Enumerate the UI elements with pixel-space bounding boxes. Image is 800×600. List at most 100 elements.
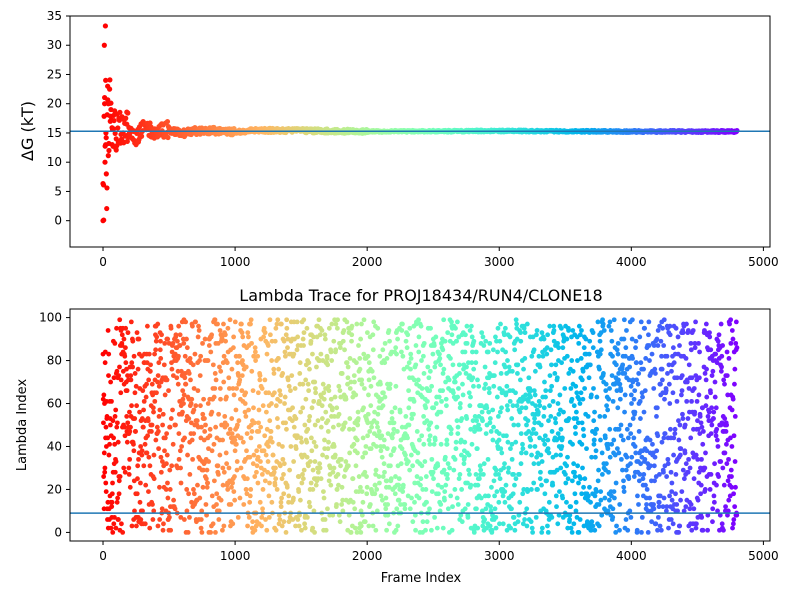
lambda-point <box>512 347 518 353</box>
lambda-point <box>328 465 333 471</box>
lambda-point <box>520 441 525 447</box>
lambda-point <box>557 489 562 494</box>
lambda-point <box>290 517 296 522</box>
lambda-point <box>558 426 564 432</box>
lambda-point <box>255 353 261 359</box>
lambda-point <box>587 362 593 368</box>
lambda-point <box>416 349 422 355</box>
lambda-point <box>399 446 405 452</box>
lambda-point <box>354 437 360 443</box>
lambda-point <box>286 493 292 499</box>
lambda-point <box>553 493 559 499</box>
lambda-point <box>296 489 302 494</box>
lambda-point <box>140 388 146 394</box>
lambda-point <box>547 388 553 394</box>
lambda-point <box>266 493 272 499</box>
lambda-point <box>521 396 527 402</box>
lambda-point <box>445 461 451 467</box>
lambda-point <box>352 506 358 512</box>
delta-g-point <box>100 182 107 188</box>
lambda-point <box>624 328 629 333</box>
lambda-point <box>382 340 388 346</box>
lambda-point <box>112 441 118 447</box>
lambda-point <box>724 441 729 447</box>
lambda-point <box>416 437 422 443</box>
lambda-point <box>637 472 643 477</box>
lambda-point <box>119 332 125 338</box>
lambda-point <box>229 416 235 421</box>
lambda-point <box>651 463 657 469</box>
lambda-point <box>580 396 586 402</box>
lambda-point <box>509 368 515 374</box>
lambda-point <box>158 356 164 361</box>
lambda-point <box>613 530 619 535</box>
lambda-point <box>244 431 250 436</box>
delta-g-point <box>111 117 117 124</box>
lambda-point <box>512 527 518 533</box>
lambda-point <box>576 480 581 486</box>
lambda-point <box>175 368 181 374</box>
lambda-point <box>272 338 278 344</box>
lambda-point <box>232 319 238 325</box>
lambda-point <box>491 383 497 389</box>
lambda-point <box>373 527 379 533</box>
lambda-point <box>546 450 552 456</box>
lambda-point <box>589 519 595 525</box>
lambda-point <box>176 323 182 329</box>
lambda-point <box>659 353 664 359</box>
lambda-point <box>440 371 446 376</box>
lambda-point <box>582 386 588 391</box>
lambda-point <box>103 480 109 486</box>
lambda-point <box>308 480 314 486</box>
lambda-point <box>652 454 658 460</box>
lambda-point <box>703 403 709 409</box>
lambda-point <box>554 375 560 381</box>
lambda-point <box>687 506 693 512</box>
lambda-point <box>698 420 704 426</box>
lambda-point <box>317 465 323 471</box>
lambda-point <box>681 476 687 482</box>
lambda-point <box>281 491 287 497</box>
lambda-point <box>626 476 632 482</box>
lambda-point <box>326 325 332 331</box>
lambda-point <box>448 493 454 499</box>
lambda-point <box>344 319 350 325</box>
lambda-point <box>322 437 327 443</box>
y-tick-label: 0 <box>54 525 62 539</box>
lambda-point <box>241 502 247 507</box>
lambda-point <box>402 502 408 507</box>
lambda-point <box>625 527 631 533</box>
lambda-point <box>124 414 130 419</box>
lambda-point <box>393 474 398 479</box>
lambda-point <box>705 512 711 518</box>
lambda-point <box>304 325 310 331</box>
lambda-point <box>319 328 325 333</box>
lambda-point <box>204 484 210 490</box>
lambda-point <box>331 465 337 471</box>
lambda-point <box>502 499 508 505</box>
lambda-point <box>702 371 708 376</box>
lambda-point <box>304 514 310 520</box>
lambda-point <box>339 371 345 376</box>
lambda-point <box>299 527 304 533</box>
lambda-point <box>227 426 233 432</box>
lambda-point <box>317 461 323 467</box>
bottom-y-axis-label: Lambda Index <box>15 379 30 472</box>
lambda-point <box>691 386 697 391</box>
lambda-point <box>667 323 673 329</box>
lambda-point <box>544 478 549 484</box>
lambda-point <box>117 317 123 323</box>
lambda-point <box>518 461 524 467</box>
lambda-point <box>350 499 356 505</box>
lambda-point <box>496 437 502 443</box>
lambda-point <box>533 403 538 409</box>
delta-g-point <box>107 86 113 92</box>
lambda-point <box>618 433 624 439</box>
lambda-point <box>553 420 559 426</box>
lambda-point <box>694 521 699 527</box>
lambda-point <box>185 530 191 535</box>
lambda-point <box>281 519 287 525</box>
lambda-point <box>656 499 662 505</box>
lambda-point <box>132 390 138 396</box>
lambda-point <box>537 364 543 370</box>
